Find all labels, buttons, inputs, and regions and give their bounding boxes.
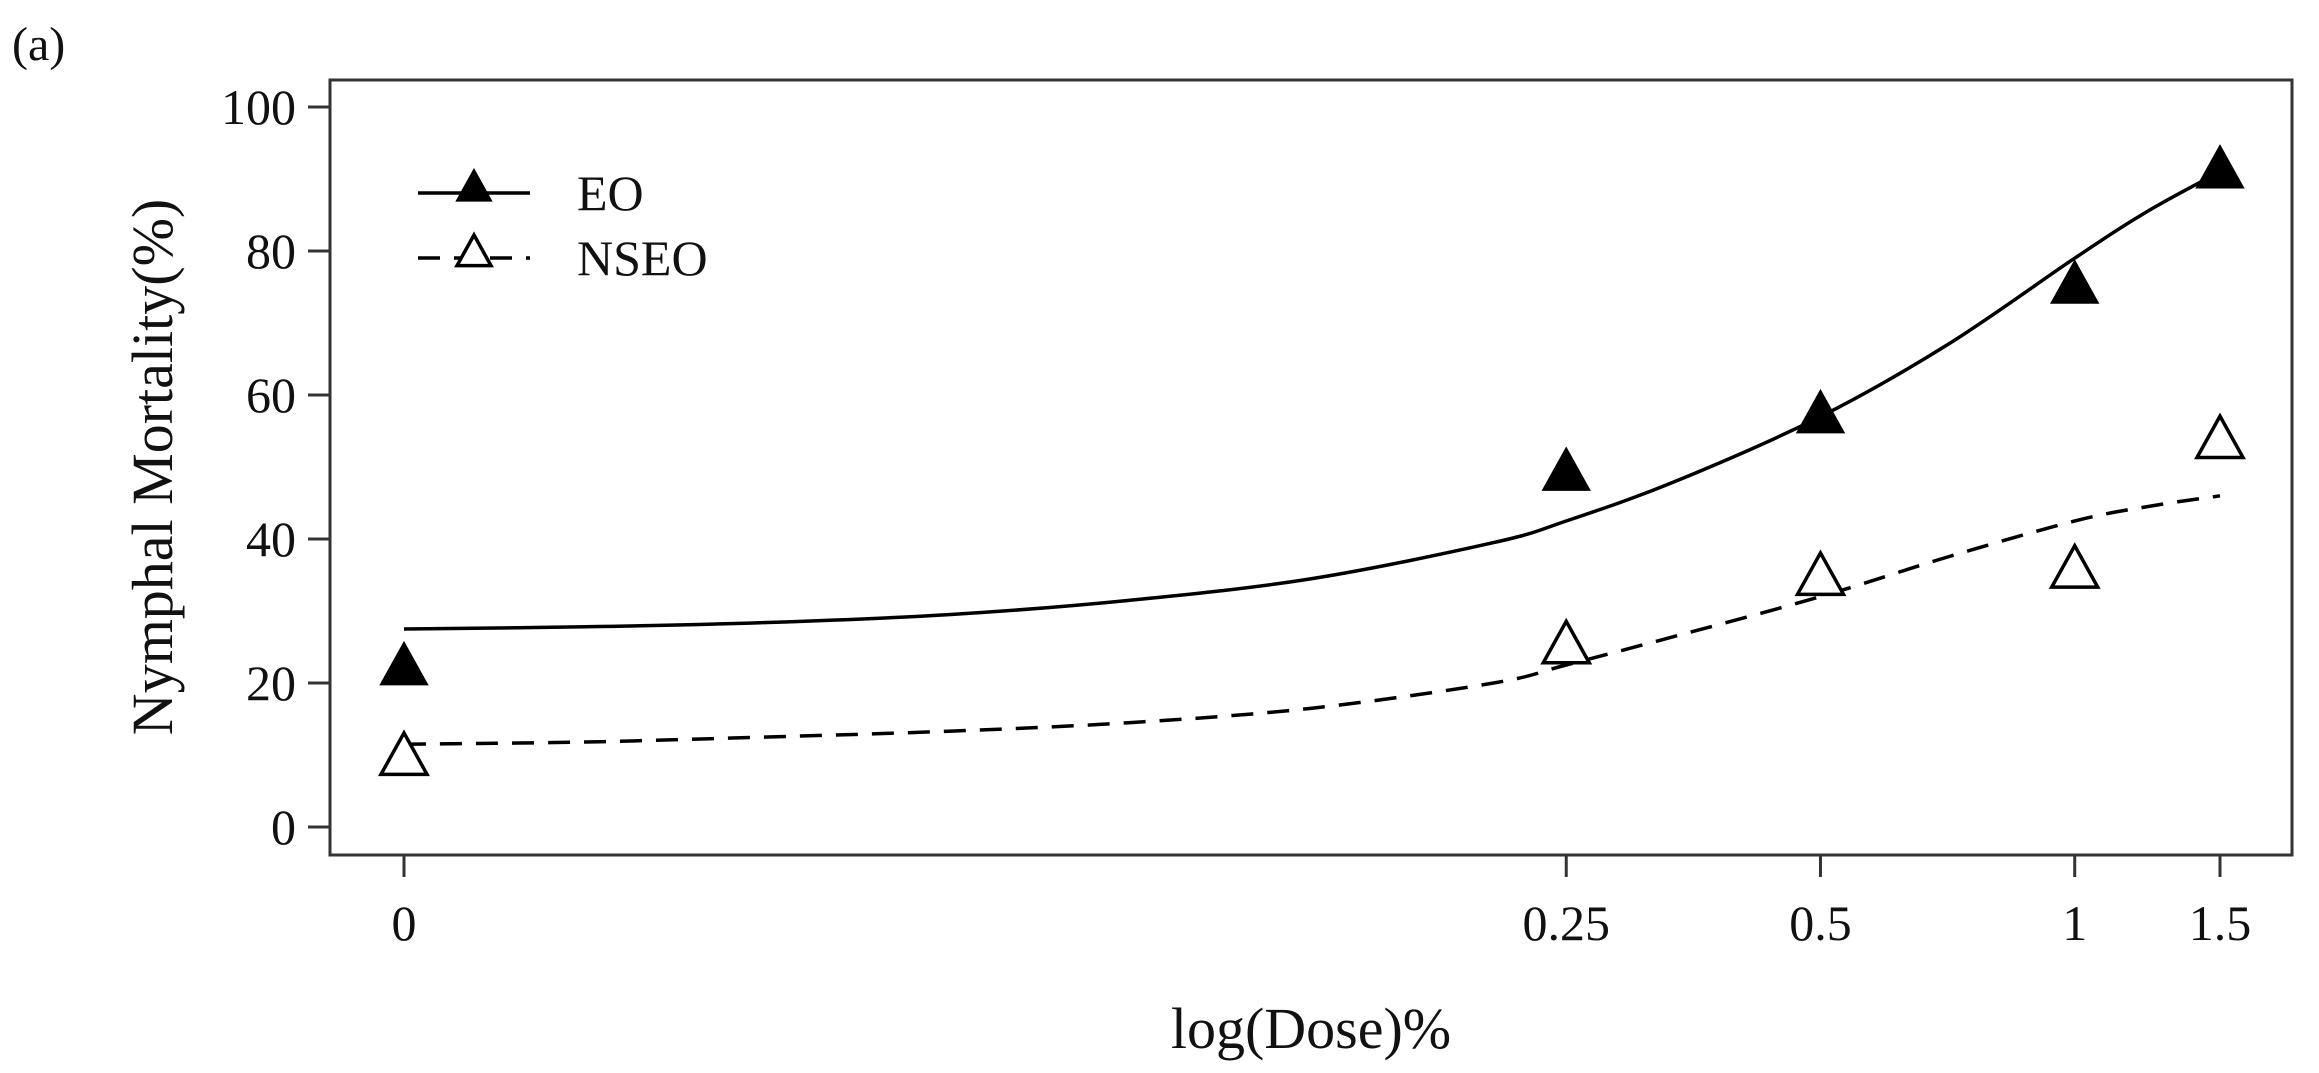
- y-tick-label: 40: [246, 511, 296, 567]
- legend: EO NSEO: [418, 165, 708, 286]
- nseo-point: [2048, 542, 2101, 589]
- eo-fit-line: [403, 170, 2221, 631]
- x-tick-label: 0.25: [1522, 895, 1610, 951]
- y-tick-label: 0: [271, 799, 296, 855]
- nseo-point: [1540, 617, 1593, 665]
- x-axis: 0 0.25 0.5 1 1.5: [392, 855, 2252, 951]
- plot-frame: [328, 78, 2294, 857]
- y-tick-label: 100: [221, 79, 296, 135]
- y-tick-label: 80: [246, 223, 296, 279]
- x-axis-title: log(Dose)%: [1171, 996, 1451, 1061]
- legend-nseo-label: NSEO: [577, 230, 708, 286]
- legend-eo-marker: [455, 167, 493, 202]
- fit-lines: [403, 170, 2221, 746]
- nseo-point: [2194, 412, 2246, 460]
- data-markers: [378, 144, 2246, 777]
- nseo-fit-line: [403, 494, 2221, 746]
- legend-nseo-marker: [454, 231, 494, 268]
- eo-point: [379, 640, 429, 686]
- x-tick-label: 1.5: [2189, 895, 2252, 951]
- eo-point: [2195, 144, 2245, 189]
- y-tick-label: 60: [246, 367, 296, 423]
- x-tick-label: 1: [2062, 895, 2087, 951]
- eo-point: [2050, 259, 2100, 304]
- y-tick-label: 20: [246, 655, 296, 711]
- panel-label: (a): [12, 18, 65, 71]
- eo-point: [1795, 388, 1846, 434]
- legend-eo-label: EO: [577, 165, 644, 221]
- x-tick-label: 0: [392, 895, 417, 951]
- y-axis-title: Nymphal Mortality(%): [120, 199, 185, 735]
- nseo-point: [378, 729, 430, 777]
- eo-point: [1541, 446, 1591, 491]
- y-axis: 0 20 40 60 80 100: [221, 79, 330, 855]
- x-tick-label: 0.5: [1789, 895, 1852, 951]
- nseo-point: [1794, 549, 1847, 597]
